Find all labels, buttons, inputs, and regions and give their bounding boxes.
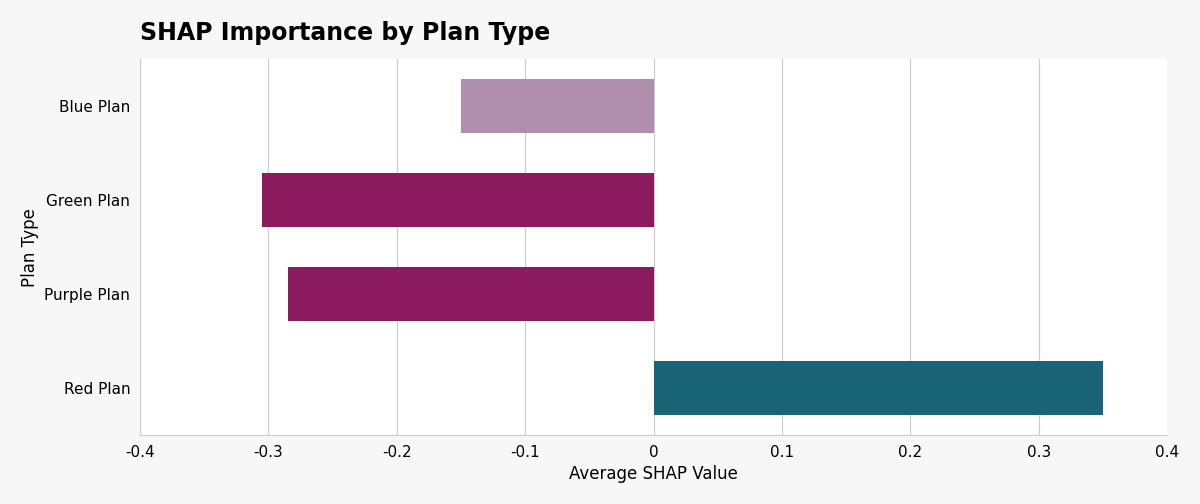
X-axis label: Average SHAP Value: Average SHAP Value: [569, 465, 738, 483]
Bar: [262, 173, 654, 227]
Bar: [288, 267, 654, 321]
Bar: [654, 361, 1103, 415]
Text: SHAP Importance by Plan Type: SHAP Importance by Plan Type: [140, 21, 551, 45]
Y-axis label: Plan Type: Plan Type: [20, 208, 38, 286]
Bar: [461, 79, 654, 134]
